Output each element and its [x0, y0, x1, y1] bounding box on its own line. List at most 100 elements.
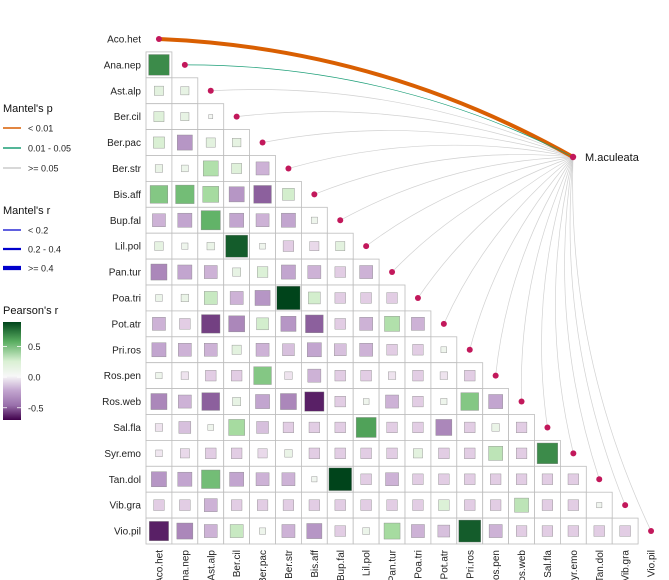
row-label-Vio.pil: Vio.pil [114, 527, 141, 538]
correlation-square-Lil.pol-Aco.het [154, 241, 164, 251]
node-dot-Sal.fla [544, 424, 551, 431]
correlation-square-Lil.pol-Ber.pac [259, 243, 266, 250]
correlation-square-Ros.web-Bup.fal [334, 396, 346, 408]
correlation-square-Pri.ros-Ber.pac [255, 343, 270, 357]
legend-p-label-1: 0.01 - 0.05 [28, 144, 71, 154]
grid-cell-Vio.pil-Bup.fal [326, 517, 354, 545]
correlation-square-Ros.pen-Pri.ros [464, 370, 476, 382]
correlation-square-Vio.pil-Ros.pen [488, 524, 503, 538]
correlation-square-Tan.dol-Lil.pol [360, 473, 372, 485]
row-label-Aco.het: Aco.het [107, 34, 141, 45]
correlation-square-Tan.dol-Aco.het [151, 471, 167, 488]
correlation-square-Bup.fal-Ber.cil [229, 212, 244, 228]
correlation-square-Ber.str-Ber.cil [231, 163, 242, 174]
legend-p-label-2: >= 0.05 [28, 164, 59, 174]
correlation-square-Poa.tri-Lil.pol [360, 292, 372, 304]
correlation-square-Vio.pil-Ana.nep [176, 522, 194, 540]
node-dot-Pan.tur [389, 269, 396, 276]
correlation-square-Poa.tri-Ber.cil [229, 291, 244, 305]
correlation-square-Vib.gra-Ana.nep [179, 499, 191, 511]
correlation-square-Tan.dol-Pot.atr [438, 473, 450, 485]
grid-cell-Vib.gra-Syr.emo [560, 491, 587, 519]
row-label-Pri.ros: Pri.ros [112, 345, 141, 356]
correlation-square-Poa.tri-Bis.aff [308, 291, 321, 305]
correlation-square-Sal.fla-Ber.str [282, 421, 294, 433]
col-label-Syr.emo: Syr.emo [569, 550, 580, 580]
grid-cell-Ros.pen-Ber.cil [223, 362, 250, 390]
correlation-square-Vio.pil-Ros.web [516, 525, 528, 537]
col-label-Vio.pil: Vio.pil [647, 550, 658, 577]
node-dot-Ros.pen [492, 372, 499, 379]
row-label-Ber.str: Ber.str [112, 164, 142, 175]
correlation-square-Pan.tur-Ana.nep [177, 264, 193, 280]
correlation-square-Tan.dol-Ana.nep [177, 471, 193, 487]
legend-r-label-0: < 0.2 [28, 226, 48, 236]
col-label-Pan.tur: Pan.tur [388, 549, 399, 580]
correlation-square-Vio.pil-Tan.dol [593, 525, 605, 537]
correlation-square-Ast.alp-Aco.het [154, 85, 164, 96]
correlation-square-Ros.pen-Ber.pac [253, 366, 272, 385]
row-label-Ana.nep: Ana.nep [104, 60, 142, 71]
correlation-square-Tan.dol-Ros.pen [490, 473, 502, 485]
mantel-link-Ast.alp [210, 89, 574, 158]
correlation-square-Vib.gra-Tan.dol [596, 502, 603, 509]
correlation-square-Bup.fal-Aco.het [152, 213, 166, 227]
mantel-link-Pri.ros [469, 156, 574, 351]
pearson-r-legend-title: Pearson's r [3, 305, 59, 317]
legend-r-label-1: 0.2 - 0.4 [28, 245, 61, 255]
col-label-Pot.atr: Pot.atr [439, 549, 450, 579]
grid-cell-Pri.ros-Ber.str [275, 336, 302, 364]
correlation-square-Pri.ros-Ber.str [282, 343, 295, 356]
node-dot-Ros.web [518, 398, 525, 405]
col-label-Tan.dol: Tan.dol [595, 550, 606, 580]
correlation-square-Lil.pol-Ast.alp [206, 242, 215, 251]
correlation-square-Ros.pen-Lil.pol [360, 370, 372, 382]
grid-cell-Ros.pen-Ast.alp [197, 362, 225, 390]
correlation-square-Syr.emo-Ana.nep [180, 448, 190, 459]
node-dot-Ber.cil [233, 113, 240, 120]
correlation-square-Tan.dol-Ros.web [516, 473, 528, 485]
row-label-Lil.pol: Lil.pol [115, 242, 141, 253]
correlation-square-Vio.pil-Poa.tri [411, 524, 425, 538]
node-dot-Vio.pil [648, 528, 655, 535]
col-label-Pri.ros: Pri.ros [465, 550, 476, 579]
correlation-square-Pri.ros-Lil.pol [359, 343, 373, 357]
correlation-square-Tan.dol-Pan.tur [385, 472, 399, 486]
correlation-square-Pri.ros-Pan.tur [386, 344, 398, 356]
correlation-square-Pot.atr-Ana.nep [179, 318, 191, 330]
correlation-square-Sal.fla-Ast.alp [207, 424, 214, 431]
correlation-square-Pri.ros-Pot.atr [440, 346, 447, 353]
correlation-square-Sal.fla-Aco.het [154, 423, 163, 432]
correlation-square-Ros.pen-Ast.alp [205, 370, 217, 382]
correlation-square-Ros.web-Ast.alp [201, 392, 220, 411]
col-label-Ast.alp: Ast.alp [206, 550, 217, 580]
mantel-link-Vib.gra [569, 156, 626, 506]
correlation-square-Pan.tur-Bup.fal [334, 266, 346, 278]
col-label-Vib.gra: Vib.gra [621, 550, 632, 580]
mantel-link-Tan.dol [564, 156, 600, 480]
correlation-square-Tan.dol-Ber.pac [255, 472, 270, 486]
node-dot-Bis.aff [311, 191, 318, 198]
row-label-Ber.pac: Ber.pac [107, 138, 141, 149]
mantel-link-Aco.het [156, 36, 575, 159]
grid-cell-Vib.gra-Bup.fal [326, 491, 354, 519]
pearson-tick-label-1: 0.0 [28, 373, 41, 383]
correlation-square-Pot.atr-Lil.pol [359, 317, 373, 331]
col-label-Ber.str: Ber.str [284, 549, 295, 579]
correlation-square-Ber.str-Aco.het [154, 164, 163, 173]
correlation-square-Sal.fla-Pri.ros [464, 421, 476, 433]
correlation-square-Vib.gra-Pan.tur [386, 499, 398, 511]
correlation-square-Tan.dol-Bup.fal [328, 467, 352, 491]
correlation-square-Syr.emo-Aco.het [155, 449, 163, 457]
mantel-link-Ros.pen [495, 156, 574, 376]
node-dot-Pri.ros [466, 346, 473, 353]
correlation-square-Sal.fla-Ber.cil [228, 419, 245, 436]
correlation-square-Pot.atr-Ber.cil [228, 315, 245, 333]
correlation-square-Lil.pol-Ber.str [282, 240, 294, 252]
node-dot-target [569, 153, 577, 161]
correlation-square-Ros.web-Pot.atr [440, 398, 448, 405]
correlation-square-Poa.tri-Ast.alp [204, 291, 218, 305]
correlation-square-Pri.ros-Ber.cil [231, 344, 242, 355]
mantel-link-Syr.emo [555, 156, 574, 454]
correlation-square-Lil.pol-Bup.fal [335, 241, 346, 251]
